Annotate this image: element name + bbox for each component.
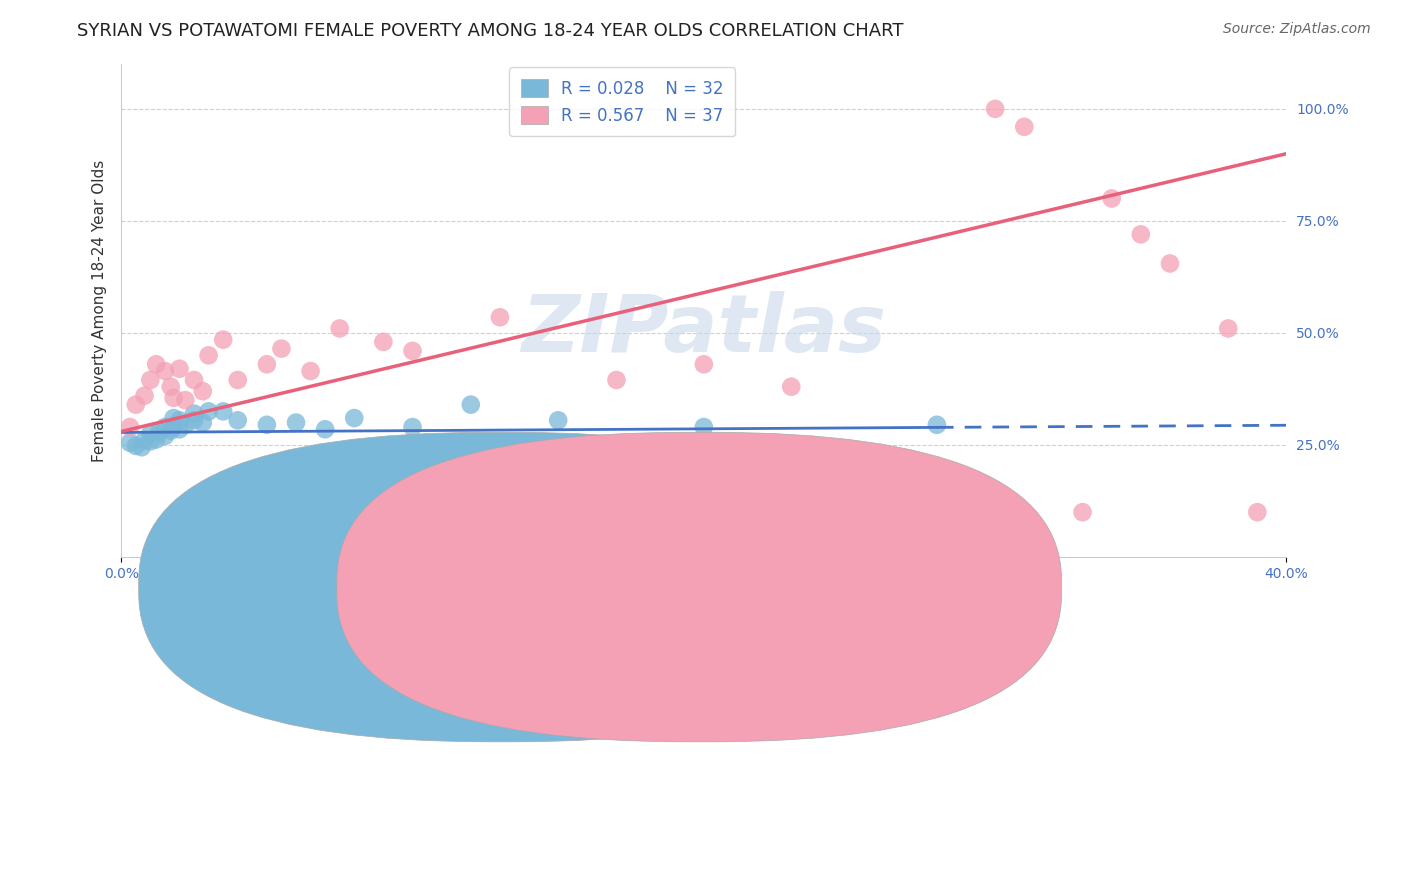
Point (163, 391, 186, 405)
Point (134, 389, 156, 403)
Point (118, 435, 141, 450)
Point (299, 364, 322, 378)
Point (401, 420, 423, 434)
Point (169, 413, 191, 427)
Point (134, 434, 156, 448)
Point (925, 417, 948, 432)
Point (153, 420, 176, 434)
Point (1101, 192, 1123, 206)
Point (1014, 120, 1036, 134)
Legend: R = 0.028    N = 32, R = 0.567    N = 37: R = 0.028 N = 32, R = 0.567 N = 37 (509, 68, 735, 136)
Point (153, 429, 176, 443)
Text: ZIPatlas: ZIPatlas (522, 292, 886, 369)
Point (191, 416, 214, 430)
Text: Syrians: Syrians (523, 578, 579, 593)
Point (183, 373, 205, 387)
Point (139, 426, 162, 441)
Point (148, 425, 170, 439)
Point (460, 398, 482, 412)
Point (1218, 321, 1240, 335)
Point (721, 481, 744, 495)
Point (163, 420, 186, 434)
Point (547, 413, 569, 427)
Point (343, 411, 366, 425)
Point (693, 357, 716, 371)
Point (314, 422, 336, 436)
Point (780, 380, 803, 394)
FancyBboxPatch shape (139, 433, 863, 742)
Point (169, 422, 191, 436)
Point (125, 398, 148, 412)
Point (489, 310, 512, 325)
Point (159, 380, 181, 394)
Y-axis label: Female Poverty Among 18-24 Year Olds: Female Poverty Among 18-24 Year Olds (93, 160, 107, 462)
Point (605, 373, 627, 387)
Point (1071, 505, 1094, 519)
Point (183, 413, 205, 427)
Point (139, 373, 162, 387)
FancyBboxPatch shape (337, 433, 1062, 742)
Point (212, 404, 235, 418)
Point (145, 433, 167, 447)
Point (285, 416, 308, 430)
Text: Source: ZipAtlas.com: Source: ZipAtlas.com (1223, 22, 1371, 37)
Point (153, 364, 176, 378)
Point (174, 417, 197, 432)
Point (169, 361, 191, 376)
Point (183, 407, 205, 421)
Point (256, 417, 278, 432)
Point (139, 434, 162, 449)
Point (163, 411, 186, 425)
Point (197, 348, 219, 362)
Text: SYRIAN VS POTAWATOMI FEMALE POVERTY AMONG 18-24 YEAR OLDS CORRELATION CHART: SYRIAN VS POTAWATOMI FEMALE POVERTY AMON… (77, 22, 904, 40)
Point (329, 321, 352, 335)
Point (125, 439, 148, 453)
Text: Potawatomi: Potawatomi (721, 578, 811, 593)
Point (634, 460, 657, 475)
Point (1129, 227, 1152, 242)
Point (1246, 505, 1268, 519)
Point (547, 462, 569, 476)
Point (373, 334, 395, 349)
Point (118, 420, 141, 434)
Point (270, 342, 292, 356)
Point (693, 420, 716, 434)
Point (191, 384, 214, 399)
Point (145, 357, 167, 371)
Point (226, 373, 249, 387)
Point (159, 424, 181, 438)
Point (226, 413, 249, 427)
Point (751, 481, 773, 495)
Point (197, 404, 219, 418)
Point (401, 343, 423, 358)
Point (1159, 256, 1181, 270)
Point (131, 440, 153, 454)
Point (212, 333, 235, 347)
Point (984, 102, 1007, 116)
Point (838, 462, 860, 476)
Point (256, 357, 278, 371)
Point (174, 393, 197, 408)
